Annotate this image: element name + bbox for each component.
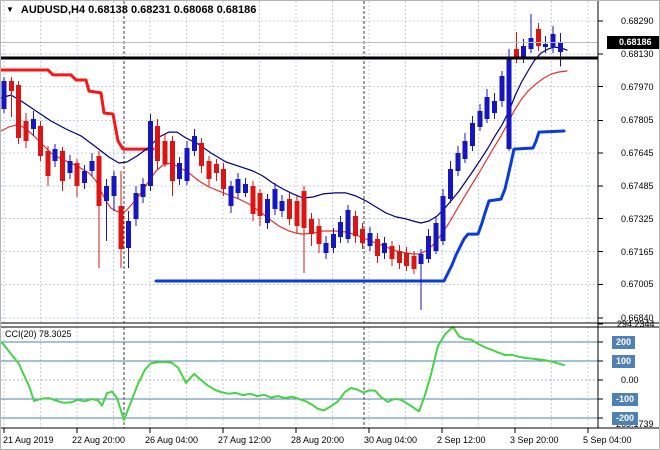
candle-bull: [433, 223, 439, 251]
symbol-dropdown-icon[interactable]: ▼: [6, 5, 14, 14]
candle-bull: [104, 185, 109, 201]
candle-bull: [543, 43, 549, 47]
candle-bull: [265, 199, 270, 224]
candle-bear: [360, 229, 366, 243]
candle-bull: [111, 176, 117, 196]
candle-bull: [67, 160, 73, 173]
candle-bear: [155, 125, 161, 161]
candle-bear: [96, 156, 102, 206]
candle-bull: [1, 81, 7, 109]
candle-bear: [206, 160, 212, 179]
candle-bull: [228, 185, 234, 206]
candle-bull: [382, 242, 388, 253]
candle-bear: [213, 164, 219, 173]
candle-bear: [396, 250, 402, 263]
candle-bear: [169, 141, 175, 182]
candle-bull: [506, 58, 512, 150]
candle-bull: [477, 111, 483, 127]
candle-bull: [243, 183, 249, 193]
candle-bear: [16, 84, 22, 138]
candle-bull: [133, 192, 139, 219]
candle-bear: [118, 206, 124, 249]
candle-bull: [125, 221, 131, 248]
candle-bull: [30, 118, 36, 129]
ma-line-slow: [1, 46, 568, 224]
candle-bull: [184, 148, 190, 181]
candle-bull: [455, 153, 461, 171]
candle-bull: [521, 46, 527, 59]
trend-stop-line-blue: [154, 129, 566, 283]
candle-bull: [52, 149, 58, 161]
cci-panel[interactable]: [1, 327, 598, 428]
candle-bear: [513, 49, 519, 59]
candle-bull: [235, 179, 241, 193]
candle-bull: [330, 234, 336, 248]
candle-bull: [491, 100, 497, 113]
current-price-value: 0.68186: [619, 37, 652, 48]
candle-bull: [191, 135, 197, 151]
candle-bull: [147, 121, 153, 186]
candle-bull: [484, 97, 490, 119]
candle-bear: [8, 81, 14, 91]
candle-bear: [301, 191, 307, 228]
chart-title-text: AUDUSD,H4 0.68138 0.68231 0.68068 0.6818…: [20, 4, 257, 16]
candle-bull: [470, 123, 475, 146]
candle-bear: [257, 192, 263, 217]
candle-bear: [389, 246, 395, 259]
candle-bull: [345, 209, 351, 239]
candle-bull: [323, 242, 329, 253]
candle-bear: [287, 199, 292, 219]
candle-bull: [550, 33, 556, 47]
candle-bull: [140, 183, 146, 197]
candle-bull: [89, 160, 95, 171]
candle-bear: [250, 185, 256, 214]
candle-bull: [279, 200, 285, 211]
candle-bear: [221, 168, 227, 189]
candle-bear: [74, 163, 80, 186]
candle-bear: [411, 256, 417, 269]
current-price-badge: 0.68186: [607, 35, 659, 49]
candle-bull: [426, 235, 432, 259]
candle-bear: [38, 125, 44, 156]
cci-line: [1, 327, 565, 421]
candle-bull: [462, 141, 468, 159]
candle-bull: [557, 42, 563, 53]
candle-bear: [199, 142, 205, 167]
candle-bull: [440, 196, 446, 242]
candle-bull: [177, 163, 183, 179]
candle-bear: [308, 218, 314, 235]
candle-bull: [272, 189, 278, 210]
candle-bear: [60, 150, 66, 181]
candle-bear: [294, 200, 300, 226]
cci-indicator-label: CCI(20) 78.3025: [5, 329, 72, 339]
candle-bear: [404, 252, 410, 266]
trend-stop-line-red: [1, 68, 155, 151]
candle-bull: [448, 168, 453, 199]
candle-bear: [374, 239, 380, 256]
candle-bear: [23, 121, 29, 142]
candle-bull: [528, 38, 534, 50]
candle-bull: [338, 222, 344, 237]
candle-bear: [45, 150, 51, 177]
main-chart-panel[interactable]: [1, 1, 598, 323]
candle-bull: [82, 171, 87, 184]
candle-bear: [535, 29, 541, 46]
candle-bull: [499, 75, 505, 101]
candle-bull: [418, 254, 424, 264]
candle-bear: [162, 141, 168, 164]
candle-bear: [316, 226, 322, 244]
candle-bull: [367, 233, 373, 246]
chart-title: ▼ AUDUSD,H4 0.68138 0.68231 0.68068 0.681…: [6, 4, 256, 16]
candle-bear: [352, 216, 358, 236]
